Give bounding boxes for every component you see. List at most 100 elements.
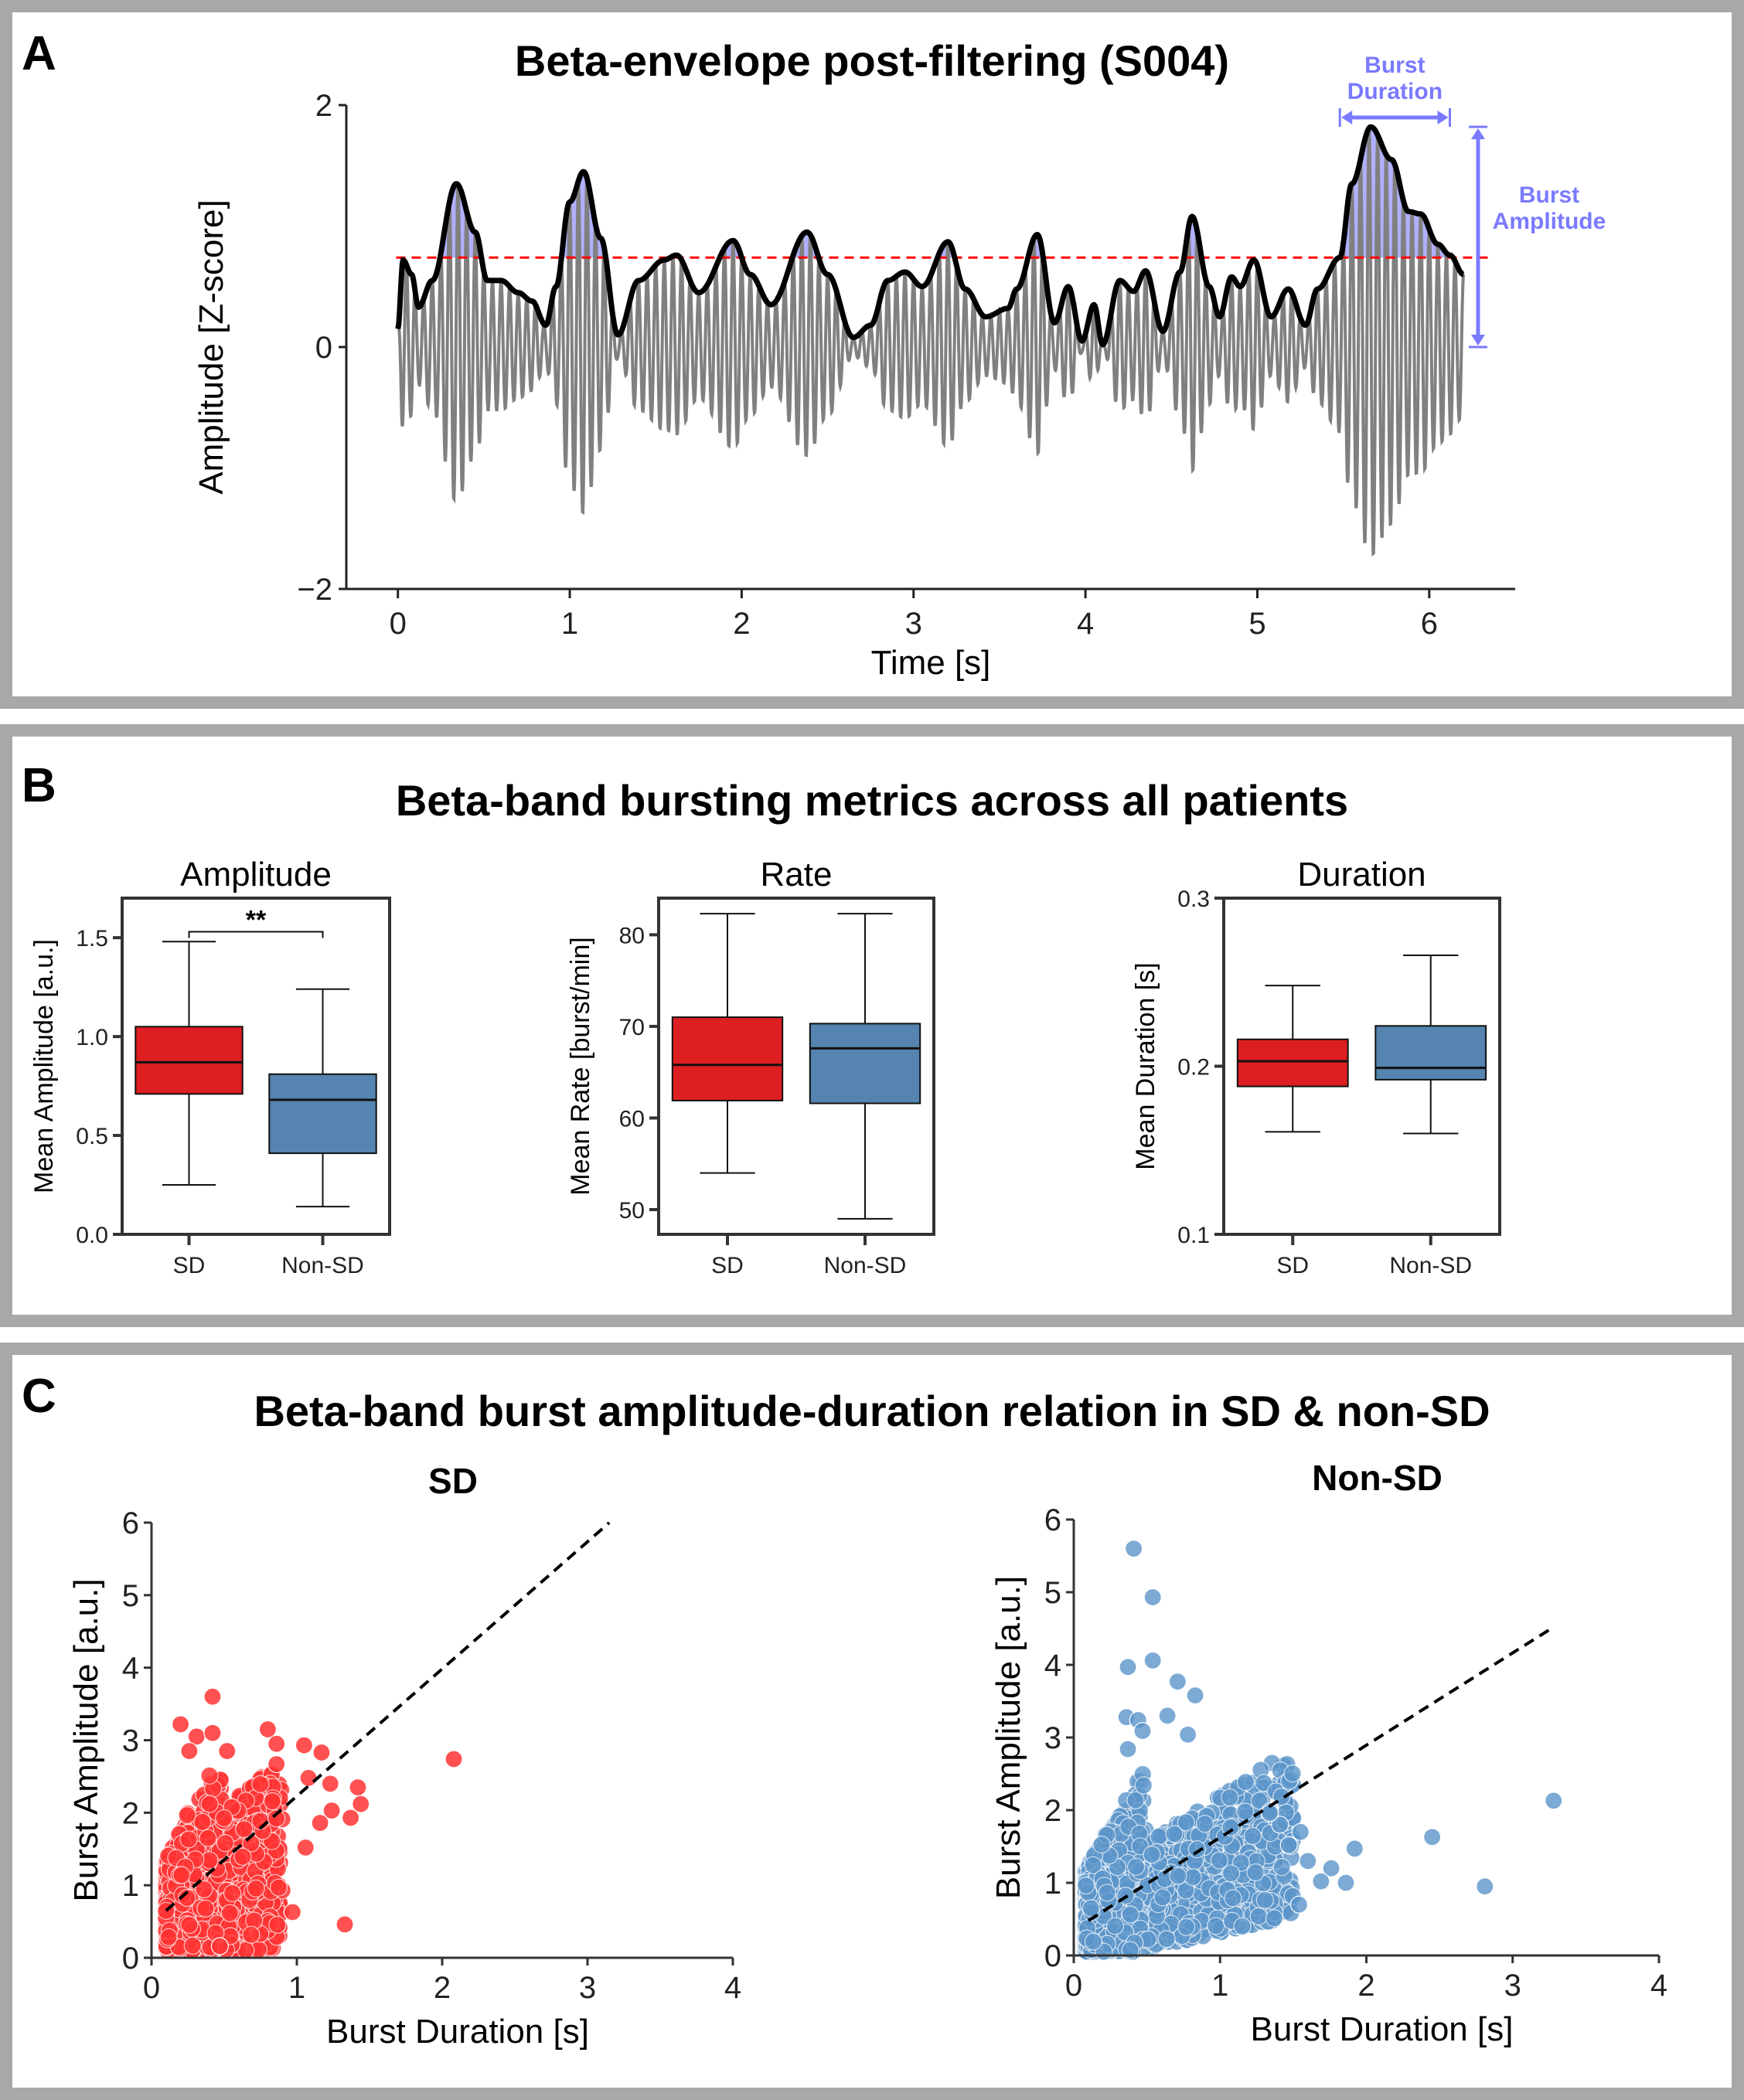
- scatter-point: [1246, 1863, 1265, 1882]
- scatter-point: [1126, 1791, 1145, 1809]
- panel-letter-c: C: [22, 1370, 56, 1423]
- scatter-point: [1221, 1818, 1240, 1836]
- scatter-point: [1081, 1899, 1100, 1918]
- box-non-sd: [1374, 1025, 1487, 1081]
- y-tick-label: 0.0: [76, 1223, 108, 1248]
- scatter-point: [1312, 1872, 1330, 1891]
- y-axis-label: Mean Rate [burst/min]: [566, 937, 595, 1195]
- scatter-point: [1179, 1725, 1197, 1744]
- x-tick-label: 3: [1504, 1969, 1521, 2003]
- x-tick-label: 2: [733, 607, 750, 641]
- scatter-point: [247, 1879, 265, 1897]
- panel-c-title: Beta-band burst amplitude-duration relat…: [254, 1387, 1490, 1435]
- box-non-sd: [268, 1073, 377, 1155]
- box-sd: [1236, 1038, 1349, 1087]
- scatter-point: [1158, 1707, 1177, 1725]
- scatter-point: [1187, 1840, 1207, 1859]
- x-tick-label: SD: [711, 1253, 744, 1278]
- scatter-point: [1084, 1856, 1102, 1874]
- x-tick-label: 4: [724, 1971, 741, 2005]
- burst-duration-label-line1: Burst: [1364, 53, 1425, 78]
- y-tick-label: 70: [619, 1015, 645, 1040]
- scatter-point: [1077, 1876, 1095, 1895]
- significance-bracket: [188, 931, 324, 938]
- scatter-point: [1186, 1686, 1204, 1705]
- y-axis-label: Mean Amplitude [a.u.]: [29, 939, 59, 1193]
- x-tick-label: Non-SD: [824, 1253, 907, 1278]
- y-tick-label: 60: [619, 1106, 645, 1132]
- subplot-title: Amplitude: [180, 856, 332, 893]
- scatter-point: [267, 1809, 286, 1828]
- x-tick-label: 3: [905, 607, 922, 641]
- plot-frame: [121, 897, 391, 1236]
- subplot-title: SD: [428, 1461, 478, 1501]
- x-tick-label: 1: [288, 1971, 305, 2005]
- scatter-point: [172, 1715, 190, 1734]
- scatter-point: [311, 1813, 329, 1833]
- x-tick-label: 1: [561, 607, 578, 641]
- scatter-point: [295, 1736, 313, 1755]
- raw-signal-line: [397, 128, 1466, 557]
- scatter-point: [1255, 1891, 1275, 1909]
- y-tick-label: 6: [1044, 1503, 1061, 1537]
- x-tick-label: 2: [1357, 1969, 1374, 2003]
- scatter-point: [322, 1801, 341, 1820]
- y-tick-label: 1.0: [76, 1025, 108, 1050]
- scatter-point: [1150, 1827, 1168, 1846]
- scatter-point: [1271, 1816, 1289, 1834]
- scatter-point: [180, 1741, 199, 1761]
- burst-fill-area: [441, 127, 1453, 258]
- x-tick-label: 1: [1211, 1969, 1228, 2003]
- scatter-point: [321, 1775, 339, 1793]
- y-tick-label: 4: [122, 1652, 139, 1686]
- burst-amplitude-label-line1: Burst: [1519, 182, 1579, 208]
- scatter-point: [1289, 1895, 1309, 1914]
- scatter-points-c-nonsd: [1076, 1539, 1563, 1961]
- x-tick-label: 2: [434, 1971, 451, 2005]
- scatter-point: [1092, 1836, 1111, 1854]
- scatter-point: [1126, 1857, 1146, 1876]
- scatter-point: [220, 1904, 239, 1922]
- scatter-point: [195, 1880, 213, 1898]
- burst-amplitude-label-line2: Amplitude: [1493, 209, 1606, 234]
- x-tick-label: SD: [1276, 1253, 1309, 1278]
- burst-duration-label-line2: Duration: [1347, 79, 1443, 104]
- scatter-point: [178, 1888, 196, 1908]
- y-tick-label: 5: [1044, 1576, 1061, 1610]
- scatter-point: [223, 1884, 242, 1902]
- panel-letter-a: A: [22, 27, 56, 80]
- scatter-point: [1265, 1909, 1283, 1928]
- scatter-point: [200, 1795, 219, 1813]
- scatter-point: [1133, 1721, 1152, 1741]
- scatter-point: [1243, 1826, 1262, 1845]
- y-tick-label: 0.2: [1177, 1055, 1210, 1081]
- x-axis-label: Time [s]: [871, 644, 991, 682]
- arrowhead-right-icon: [1437, 111, 1449, 124]
- scatter-point: [336, 1915, 354, 1934]
- subplot-title: Rate: [761, 856, 833, 893]
- subplot-title: Non-SD: [1312, 1458, 1443, 1498]
- x-tick-label: 3: [579, 1971, 596, 2005]
- scatter-point: [299, 1768, 318, 1787]
- scatter-point: [183, 1936, 202, 1955]
- y-axis-label: Burst Amplitude [a.u.]: [990, 1576, 1027, 1899]
- scatter-point: [1545, 1792, 1563, 1810]
- scatter-point: [196, 1899, 215, 1918]
- y-tick-label: 0: [122, 1942, 139, 1976]
- scatter-point: [1345, 1840, 1364, 1858]
- scatter-point: [1221, 1864, 1241, 1883]
- y-tick-label: 1.5: [76, 926, 108, 951]
- y-tick-label: 6: [122, 1506, 139, 1540]
- scatter-point: [1184, 1868, 1202, 1887]
- scatter-point: [269, 1878, 288, 1897]
- scatter-point: [179, 1830, 198, 1849]
- scatter-point: [203, 1687, 222, 1706]
- scatter-point: [267, 1734, 286, 1753]
- x-tick-label: Non-SD: [1389, 1253, 1472, 1278]
- arrowhead-up-icon: [1471, 128, 1485, 140]
- scatter-point: [1236, 1802, 1255, 1821]
- arrowhead-down-icon: [1471, 335, 1485, 345]
- scatter-point: [210, 1937, 229, 1955]
- scatter-point: [1143, 1845, 1161, 1864]
